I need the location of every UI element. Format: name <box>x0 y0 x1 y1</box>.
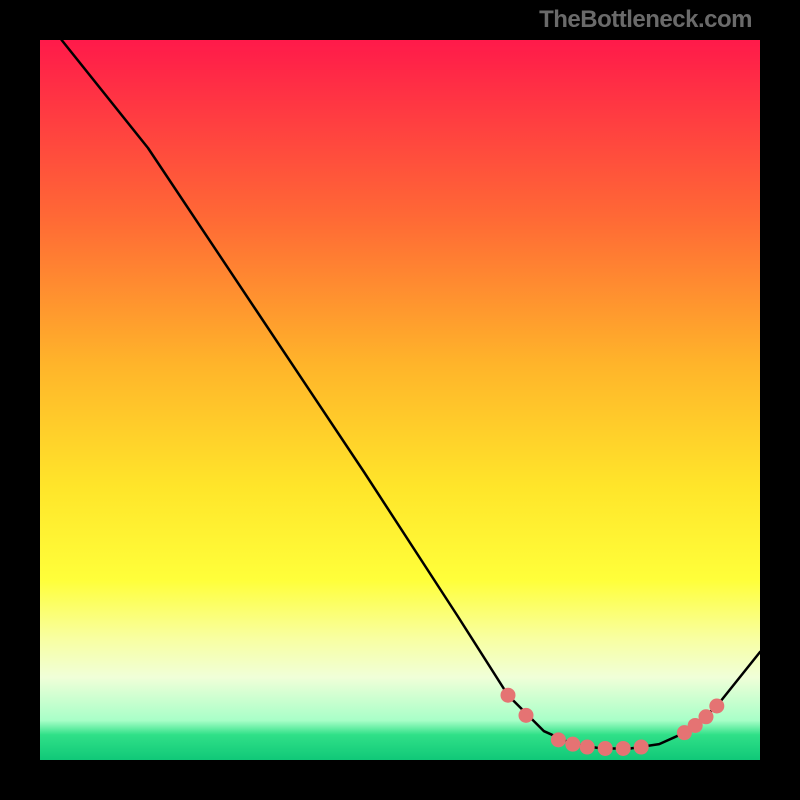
marker-dot <box>501 688 516 703</box>
chart-svg <box>40 40 760 760</box>
marker-dot <box>616 741 631 756</box>
marker-dot <box>709 699 724 714</box>
chart-frame: TheBottleneck.com <box>0 0 800 800</box>
marker-dot <box>598 741 613 756</box>
marker-dot <box>565 737 580 752</box>
marker-dot <box>634 740 649 755</box>
marker-dot <box>519 708 534 723</box>
marker-dot <box>699 709 714 724</box>
marker-dot <box>580 740 595 755</box>
plot-area <box>40 40 760 760</box>
marker-dot <box>551 732 566 747</box>
watermark-text: TheBottleneck.com <box>539 6 752 34</box>
